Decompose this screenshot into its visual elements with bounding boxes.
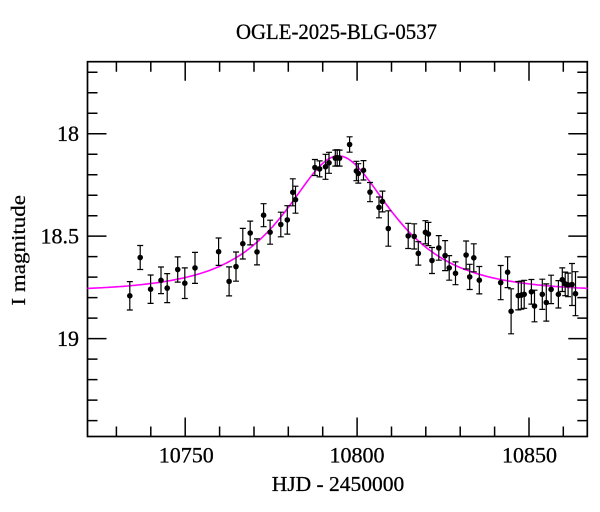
svg-text:10800: 10800 [330, 443, 385, 468]
svg-text:19: 19 [57, 326, 79, 351]
svg-text:HJD - 2450000: HJD - 2450000 [272, 472, 405, 496]
svg-text:I magnitude: I magnitude [7, 195, 29, 305]
svg-text:OGLE-2025-BLG-0537: OGLE-2025-BLG-0537 [236, 19, 437, 44]
svg-text:10750: 10750 [159, 443, 214, 468]
svg-text:18: 18 [57, 121, 79, 146]
svg-text:10850: 10850 [502, 443, 557, 468]
svg-text:18.5: 18.5 [41, 224, 80, 249]
